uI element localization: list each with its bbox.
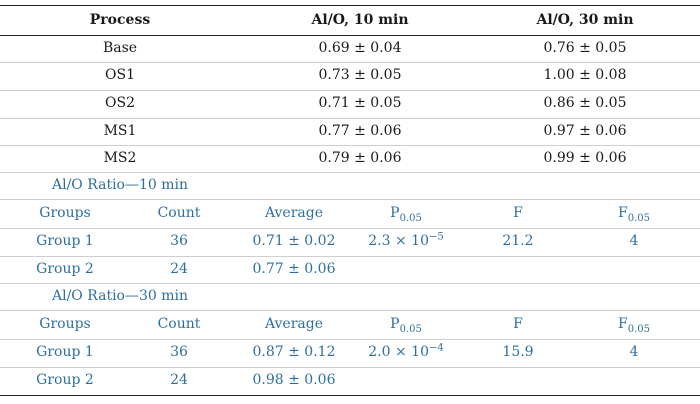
process-cell: OS1: [105, 67, 135, 83]
average-cell: 0.87 ± 0.12: [252, 344, 336, 360]
count-cell: 36: [170, 344, 188, 360]
section-title-row: Al/O Ratio—10 min: [0, 172, 700, 199]
header-groups: Groups: [39, 205, 91, 221]
row-rule: [0, 339, 700, 340]
process-cell: OS2: [105, 95, 135, 111]
count-cell: 24: [170, 372, 188, 388]
table-header-row: Process Al/O, 10 min Al/O, 30 min: [0, 7, 700, 34]
al-o-30-cell: 0.97 ± 0.06: [543, 123, 627, 139]
header-count: Count: [157, 205, 201, 221]
average-cell: 0.98 ± 0.06: [252, 372, 336, 388]
process-cell: MS2: [103, 150, 137, 166]
p-value-cell: 2.3 × 10−5: [350, 228, 462, 255]
header-count: Count: [157, 316, 201, 332]
header-process: Process: [89, 12, 151, 28]
al-o-30-cell: 1.00 ± 0.08: [543, 67, 627, 83]
stats-row: Group 2 24 0.77 ± 0.06: [0, 256, 700, 283]
count-cell: 36: [170, 233, 188, 249]
header-al-o-30: Al/O, 30 min: [536, 12, 634, 28]
f-cell: 15.9: [502, 344, 534, 360]
table-row: MS2 0.79 ± 0.06 0.99 ± 0.06: [0, 145, 700, 172]
header-al-o-10: Al/O, 10 min: [311, 12, 409, 28]
p-exponent: −5: [428, 231, 444, 243]
header-f: F: [513, 205, 523, 221]
row-rule: [0, 62, 700, 63]
table-row: OS1 0.73 ± 0.05 1.00 ± 0.08: [0, 62, 700, 89]
group-cell: Group 1: [36, 233, 94, 249]
group-cell: Group 2: [36, 261, 94, 277]
table-row: MS1 0.77 ± 0.06 0.97 ± 0.06: [0, 118, 700, 145]
row-rule: [0, 367, 700, 368]
p-subscript: 0.05: [399, 212, 422, 224]
header-p-value: P0.05: [350, 200, 462, 227]
process-cell: MS1: [103, 123, 137, 139]
al-o-10-cell: 0.71 ± 0.05: [318, 95, 402, 111]
f-critical-cell: 4: [629, 344, 639, 360]
header-f: F: [513, 316, 523, 332]
stats-row: Group 1 36 0.71 ± 0.02 2.3 × 10−5 21.2 4: [0, 228, 700, 255]
header-f-critical: F0.05: [574, 200, 694, 227]
header-rule: [0, 35, 700, 36]
section-title: Al/O Ratio—30 min: [52, 288, 189, 304]
p-label: P: [390, 316, 400, 332]
al-o-30-cell: 0.86 ± 0.05: [543, 95, 627, 111]
al-o-10-cell: 0.73 ± 0.05: [318, 67, 402, 83]
header-p-value: P0.05: [350, 311, 462, 338]
row-rule: [0, 145, 700, 146]
p-exponent: −4: [428, 342, 444, 354]
row-rule: [0, 199, 700, 200]
al-o-30-cell: 0.76 ± 0.05: [543, 40, 627, 56]
average-cell: 0.77 ± 0.06: [252, 261, 336, 277]
header-average: Average: [264, 316, 324, 332]
f-crit-subscript: 0.05: [627, 212, 650, 224]
header-f-critical: F0.05: [574, 311, 694, 338]
f-crit-subscript: 0.05: [627, 323, 650, 335]
process-cell: Base: [102, 40, 138, 56]
header-groups: Groups: [39, 316, 91, 332]
header-average: Average: [264, 205, 324, 221]
group-cell: Group 2: [36, 372, 94, 388]
row-rule: [0, 228, 700, 229]
f-critical-cell: 4: [629, 233, 639, 249]
stats-header-row: Groups Count Average P0.05 F F0.05: [0, 200, 700, 227]
f-crit-label: F: [618, 316, 628, 332]
row-rule: [0, 172, 700, 173]
section-title: Al/O Ratio—10 min: [52, 177, 189, 193]
stats-header-row: Groups Count Average P0.05 F F0.05: [0, 311, 700, 338]
row-rule: [0, 310, 700, 311]
p-mantissa: 2.3 × 10: [368, 233, 429, 249]
table-row: OS2 0.71 ± 0.05 0.86 ± 0.05: [0, 90, 700, 117]
f-cell: 21.2: [502, 233, 534, 249]
group-cell: Group 1: [36, 344, 94, 360]
section-title-row: Al/O Ratio—30 min: [0, 283, 700, 310]
average-cell: 0.71 ± 0.02: [252, 233, 336, 249]
p-mantissa: 2.0 × 10: [368, 344, 429, 360]
top-rule: [0, 5, 700, 6]
p-subscript: 0.05: [399, 323, 422, 335]
bottom-rule: [0, 395, 700, 396]
al-o-10-cell: 0.77 ± 0.06: [318, 123, 402, 139]
f-crit-label: F: [618, 205, 628, 221]
count-cell: 24: [170, 261, 188, 277]
row-rule: [0, 283, 700, 284]
stats-row: Group 2 24 0.98 ± 0.06: [0, 367, 700, 394]
al-o-30-cell: 0.99 ± 0.06: [543, 150, 627, 166]
p-label: P: [390, 205, 400, 221]
al-o-10-cell: 0.69 ± 0.04: [318, 40, 402, 56]
row-rule: [0, 256, 700, 257]
stats-row: Group 1 36 0.87 ± 0.12 2.0 × 10−4 15.9 4: [0, 339, 700, 366]
p-value-cell: 2.0 × 10−4: [350, 339, 462, 366]
table-row: Base 0.69 ± 0.04 0.76 ± 0.05: [0, 35, 700, 62]
row-rule: [0, 118, 700, 119]
al-o-10-cell: 0.79 ± 0.06: [318, 150, 402, 166]
row-rule: [0, 90, 700, 91]
